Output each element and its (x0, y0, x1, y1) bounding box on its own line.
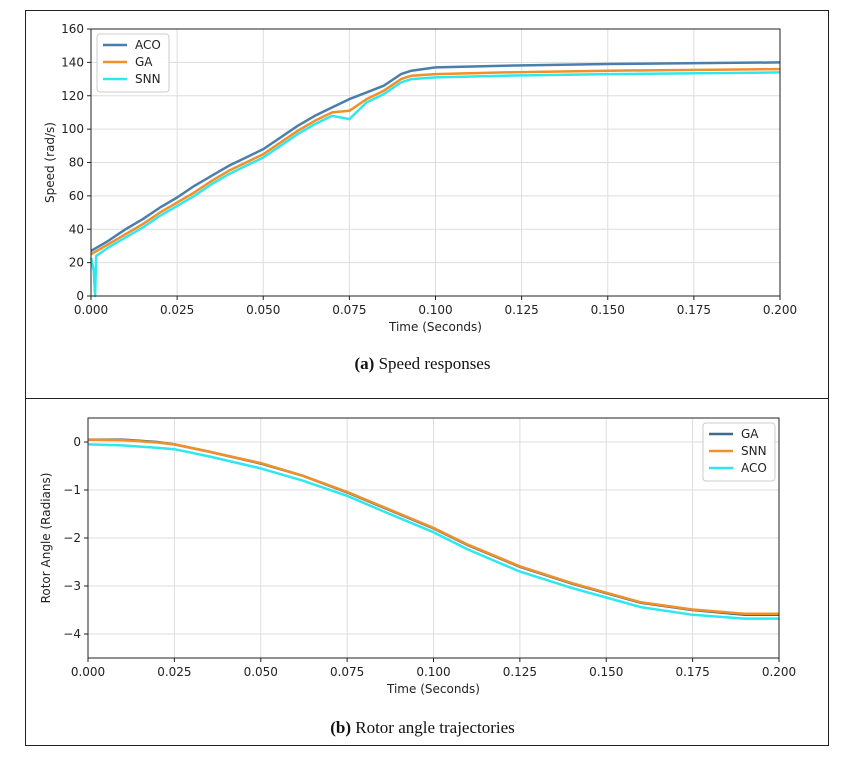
y-axis-label: Rotor Angle (Radians) (39, 473, 53, 604)
series-line-aco (90, 61, 781, 252)
y-tick-label: 160 (61, 22, 84, 36)
caption-a-text: Speed responses (378, 354, 491, 373)
series-line-aco (87, 443, 779, 620)
caption-a-label: (a) (354, 354, 375, 373)
plot-frame (90, 28, 781, 297)
legend-label-ga: GA (741, 427, 759, 441)
y-tick-label: 80 (69, 156, 84, 170)
x-tick-label: 0.125 (504, 303, 538, 317)
x-tick-label: 0.100 (416, 665, 450, 679)
y-tick-label: 0 (73, 435, 81, 449)
x-tick-label: 0.050 (246, 303, 280, 317)
series-line-snn (87, 438, 779, 616)
series-line-ga (90, 67, 781, 256)
legend-label-aco: ACO (741, 461, 767, 475)
x-axis-label: Time (Seconds) (386, 682, 480, 696)
x-tick-label: 0.125 (503, 665, 537, 679)
legend-box (96, 33, 170, 93)
x-tick-label: 0.175 (677, 303, 711, 317)
y-tick-label: 40 (69, 222, 84, 236)
caption-b: (b) Rotor angle trajectories (0, 718, 845, 738)
x-tick-label: 0.025 (160, 303, 194, 317)
x-tick-label: 0.200 (763, 303, 797, 317)
caption-a: (a) Speed responses (0, 354, 845, 374)
legend-label-aco: ACO (135, 38, 161, 52)
x-tick-label: 0.150 (591, 303, 625, 317)
x-tick-label: 0.075 (330, 665, 364, 679)
caption-b-text: Rotor angle trajectories (355, 718, 515, 737)
x-tick-label: 0.100 (418, 303, 452, 317)
legend-label-snn: SNN (741, 444, 767, 458)
legend-box (702, 422, 776, 482)
y-axis-label: Speed (rad/s) (43, 122, 57, 203)
x-tick-label: 0.150 (589, 665, 623, 679)
x-tick-label: 0.200 (762, 665, 796, 679)
x-tick-label: 0.175 (675, 665, 709, 679)
legend-label-snn: SNN (135, 72, 161, 86)
x-tick-label: 0.000 (74, 303, 108, 317)
y-tick-label: 120 (61, 89, 84, 103)
x-tick-label: 0.000 (71, 665, 105, 679)
y-tick-label: 100 (61, 122, 84, 136)
legend-label-ga: GA (135, 55, 153, 69)
x-axis-label: Time (Seconds) (388, 320, 482, 334)
y-tick-label: −4 (63, 627, 81, 641)
x-tick-label: 0.075 (332, 303, 366, 317)
y-tick-label: 20 (69, 256, 84, 270)
plot-frame (87, 417, 780, 659)
series-line-snn (89, 71, 781, 298)
caption-b-label: (b) (330, 718, 351, 737)
y-tick-label: −2 (63, 531, 81, 545)
y-tick-label: 140 (61, 55, 84, 69)
rotor-angle-panel (25, 398, 829, 746)
y-tick-label: 60 (69, 189, 84, 203)
y-tick-label: −3 (63, 579, 81, 593)
x-tick-label: 0.025 (157, 665, 191, 679)
y-tick-label: 0 (76, 289, 84, 303)
x-tick-label: 0.050 (244, 665, 278, 679)
y-tick-label: −1 (63, 483, 81, 497)
